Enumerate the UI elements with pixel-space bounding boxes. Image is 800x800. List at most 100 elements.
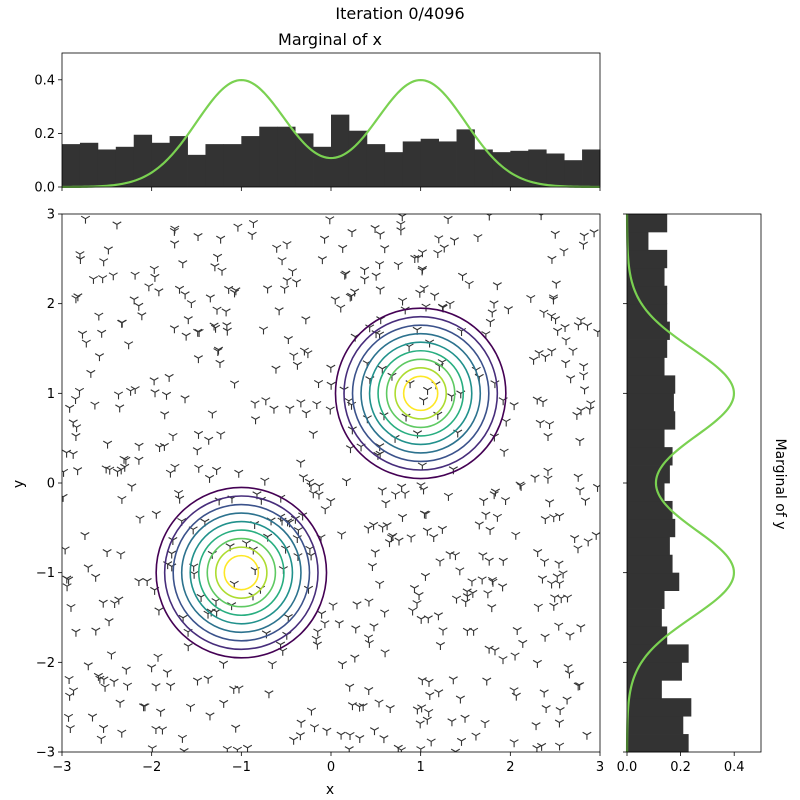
scatter-point [65,692,75,701]
scatter-point [65,404,75,413]
scatter-point [445,551,455,560]
marginal-y-xtick-label: 0.2 [670,760,691,775]
scatter-point [95,675,105,684]
marginal-x-bar [223,144,242,187]
joint-ytick-label: −2 [36,656,55,671]
scatter-point [94,353,105,362]
contour-line [189,520,294,625]
scatter-point [330,296,340,305]
scatter-point [260,477,270,486]
scatter-point [501,418,511,427]
scatter-point [90,401,100,410]
marginal-y-bar [627,500,673,520]
scatter-point [580,497,591,506]
scatter-point [121,666,131,675]
scatter-point [80,531,90,540]
scatter-point [570,535,580,543]
scatter-point [406,534,416,543]
scatter-point [539,689,549,698]
scatter-point [451,595,462,604]
scatter-point [375,580,385,589]
scatter-point [70,395,81,404]
scatter-point [413,254,423,263]
marginal-x-bar [456,129,475,187]
scatter-point [308,430,318,439]
scatter-point [134,302,144,311]
scatter-point [77,330,88,339]
marginal-y-bar [627,267,665,287]
scatter-point [419,510,430,519]
contour-line [163,495,319,651]
scatter-point [312,641,322,650]
scatter-point [396,220,406,229]
scatter-point [434,235,444,244]
scatter-point [554,512,565,521]
scatter-point [371,272,381,281]
scatter-point [298,474,308,483]
scatter-point [295,732,305,741]
scatter-point [271,365,281,374]
scatter-point [234,469,244,478]
marginal-y-density-line [625,214,736,752]
scatter-point [165,469,176,478]
marginal-x-bar [97,149,117,187]
scatter-point [448,676,458,685]
contour-line [172,503,311,642]
scatter-point [397,297,408,306]
scatter-point [556,595,566,604]
marginal-y-bar [627,734,689,753]
scatter-point [481,511,491,520]
scatter-point [548,294,559,303]
scatter-point [68,419,78,428]
scatter-point [564,670,575,679]
scatter-point [174,285,185,294]
scatter-point [450,552,461,561]
scatter-point [218,660,229,669]
contour-line [385,358,456,429]
scatter-point [248,219,259,228]
scatter-point [364,687,374,696]
scatter-point [477,576,487,585]
scatter-point [380,245,390,254]
scatter-point [242,744,253,752]
scatter-point [515,481,525,490]
marginal-y-bar [627,429,665,448]
scatter-point [562,696,572,705]
scatter-point [109,678,119,687]
scatter-point [314,482,324,491]
scatter-point [545,499,555,508]
scatter-point [468,589,478,598]
scatter-point [296,719,306,728]
scatter-point [127,483,137,492]
scatter-point [593,328,600,337]
scatter-point [559,248,569,257]
marginal-y-bar [627,680,662,699]
scatter-point [485,318,495,327]
scatter-point [487,309,497,318]
scatter-point [490,647,500,656]
scatter-point [280,285,290,294]
scatter-point [193,355,203,364]
scatter-point [492,282,502,291]
scatter-point [380,609,390,618]
x-axis-label: x [326,782,334,798]
scatter-point [108,272,118,281]
scatter-point [80,215,91,224]
scatter-point [573,545,583,554]
marginal-y-axes: Marginal of y 0.0 0.2 0.4 [617,213,788,775]
marginal-y-bar [627,231,649,251]
scatter-point [354,703,365,712]
scatter-point [114,596,124,605]
scatter-point [147,664,157,673]
scatter-point [422,527,432,536]
marginal-y-bar [627,662,682,681]
scatter-point [167,563,177,572]
scatter-point [487,604,497,613]
scatter-point [540,353,550,362]
scatter-point [205,294,215,303]
scatter-point [367,563,378,572]
scatter-point [484,557,494,566]
scatter-point [544,421,555,430]
scatter-point [547,255,557,264]
scatter-point [326,364,336,373]
